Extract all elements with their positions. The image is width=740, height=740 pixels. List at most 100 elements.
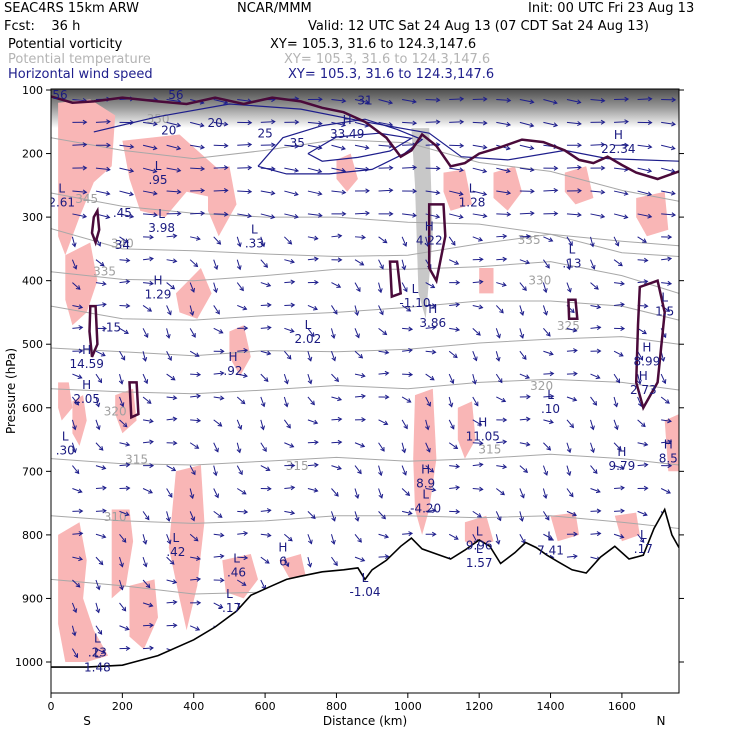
wind-vector (472, 327, 481, 336)
pv-fill-region (564, 166, 594, 205)
wind-vector (354, 99, 369, 104)
wind-vector (637, 350, 643, 361)
wind-vector-head (431, 349, 437, 355)
wind-vector-head (143, 333, 149, 339)
wind-vector-head (595, 488, 601, 494)
wind-vector (519, 99, 534, 103)
wind-vector-head (142, 562, 148, 568)
wind-vector (542, 488, 547, 499)
wind-vector-head (569, 423, 575, 429)
wind-vector-head (435, 190, 441, 195)
pv-extremum-marker: L (158, 207, 165, 221)
pv-extremum-value: 22.34 (601, 142, 635, 156)
wind-vector (95, 625, 102, 635)
wind-vector-head (106, 142, 111, 148)
wind-vector-head (388, 99, 394, 105)
pv-extremum-value: 1.29 (145, 288, 172, 302)
wind-vector-head (149, 234, 154, 240)
wind-vector-head (176, 145, 182, 151)
pv-extremum-marker: H (614, 128, 623, 142)
wind-vector (236, 282, 244, 291)
wind-vector-head (313, 305, 318, 311)
wind-vector-head (431, 487, 437, 493)
wind-vector-head (643, 462, 649, 468)
wind-vector (119, 464, 130, 467)
wind-vector (637, 396, 642, 407)
wind-vector (331, 99, 346, 102)
wind-vector (307, 464, 318, 467)
wind-vector-head (98, 446, 104, 451)
wind-vector-head (314, 462, 319, 468)
pv-extremum-value: 33.49 (330, 127, 364, 141)
wind-vector (237, 532, 248, 535)
wind-vector-head (525, 374, 531, 379)
wind-vector-head (78, 556, 84, 562)
wind-vector (72, 396, 79, 406)
wind-vector (661, 144, 675, 150)
wind-vector (590, 259, 595, 270)
wind-vector-head (595, 374, 601, 380)
pv-fill-region (208, 166, 237, 237)
wind-vector-head (615, 378, 621, 384)
wind-vector-head (330, 333, 336, 339)
pv-contour (427, 203, 447, 285)
wind-vector-head (614, 241, 620, 247)
wind-vector-head (219, 577, 225, 583)
wind-vector (519, 212, 534, 215)
wind-vector (449, 121, 464, 123)
wind-vector-head (290, 485, 296, 491)
wind-vector-head (569, 492, 574, 498)
wind-vector-head (290, 259, 295, 264)
wind-vector-head (317, 168, 323, 174)
wind-vector-head (220, 348, 225, 354)
wind-vector (166, 373, 176, 381)
wind-vector-head (388, 211, 394, 217)
wind-vector-head (384, 554, 390, 560)
wind-vector-head (613, 402, 619, 408)
wind-vector-head (200, 210, 206, 216)
wind-vector (613, 533, 624, 538)
wind-vector-head (97, 630, 103, 635)
wind-vector (496, 167, 511, 173)
wind-vector (637, 280, 648, 284)
pv-extremum-value: .46 (227, 565, 246, 579)
wind-vector-head (406, 398, 412, 403)
wind-vector (331, 441, 342, 444)
wind-vector-head (364, 99, 370, 105)
wind-vector-head (266, 508, 272, 514)
wind-vector-head (596, 348, 602, 354)
wind-vector (378, 350, 389, 354)
wind-vector (378, 511, 386, 520)
isentrope-label: 315 (286, 459, 309, 473)
wind-vector-head (403, 424, 408, 430)
wind-vector-head (318, 96, 323, 102)
wind-vector-head (243, 373, 248, 378)
wind-vector (378, 144, 393, 147)
wind-vector-head (247, 120, 253, 126)
wind-vector-head (294, 119, 300, 125)
wind-vector (119, 510, 130, 516)
wind-vector (401, 488, 410, 496)
wind-vector (307, 144, 322, 149)
wind-vector (189, 442, 199, 449)
wind-vector (330, 511, 336, 522)
wind-vector-head (435, 214, 441, 219)
wind-vector-head (266, 350, 272, 356)
wind-vector-head (307, 539, 313, 545)
wind-vector-head (548, 535, 554, 540)
wind-vector (260, 465, 270, 471)
wind-vector-head (522, 286, 527, 292)
x-tick-label: 1400 (537, 700, 565, 713)
wind-vector-head (223, 165, 229, 171)
isentrope-320 (51, 378, 679, 395)
wind-vector (378, 555, 389, 558)
wind-vector-head (290, 279, 296, 285)
y-axis-label: Pressure (hPa) (4, 348, 18, 434)
wind-vector-head (341, 122, 347, 128)
wind-vector (307, 167, 322, 173)
wind-vector-head (289, 328, 295, 333)
wind-vector (236, 442, 241, 453)
wind-vector-head (525, 259, 531, 265)
wind-vector (166, 328, 170, 339)
wind-vector (448, 259, 459, 265)
